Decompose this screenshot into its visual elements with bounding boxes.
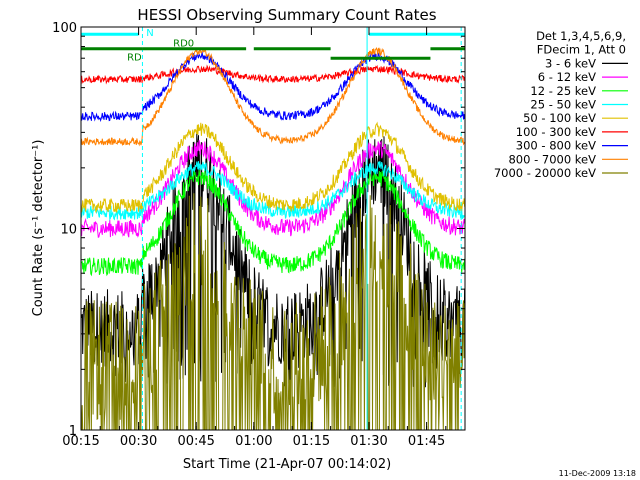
- series-line-3: [80, 161, 465, 222]
- timestamp-footer: 11-Dec-2009 13:18: [559, 469, 636, 478]
- annotation-1: RD: [127, 53, 142, 64]
- series-line-2: [80, 168, 466, 277]
- legend-label-1: 6 - 12 keV: [538, 70, 596, 84]
- legend-label-6: 300 - 800 keV: [516, 139, 596, 153]
- y-tick-label-1: 10: [60, 223, 77, 238]
- legend-label-3: 25 - 50 keV: [530, 98, 596, 112]
- x-tick-label-0: 00:15: [62, 434, 99, 449]
- annotation-0: RD0: [173, 39, 194, 50]
- legend-header-0: Det 1,3,4,5,6,9,: [536, 29, 626, 43]
- series-line-4: [80, 121, 466, 214]
- legend-label-2: 12 - 25 keV: [530, 84, 596, 98]
- legend-label-8: 7000 - 20000 keV: [494, 166, 596, 180]
- legend-label-5: 100 - 300 keV: [516, 125, 596, 139]
- legend-label-4: 50 - 100 keV: [523, 111, 596, 125]
- series-line-7: [80, 46, 466, 147]
- x-tick-label-5: 01:30: [350, 434, 387, 449]
- y-tick-label-2: 100: [52, 21, 77, 36]
- x-tick-label-2: 00:45: [177, 434, 214, 449]
- legend-header-1: FDecim 1, Att 0: [537, 43, 626, 57]
- annotation-2: N: [146, 28, 153, 39]
- series-line-8: [81, 193, 466, 431]
- legend-label-7: 800 - 7000 keV: [508, 152, 596, 166]
- series-line-5: [80, 64, 466, 85]
- y-tick-label-0: 1: [69, 424, 77, 439]
- y-axis-label: Count Rate (s⁻¹ detector⁻¹): [31, 140, 46, 317]
- series-line-1: [80, 140, 466, 238]
- legend: Det 1,3,4,5,6,9,FDecim 1, Att 03 - 6 keV…: [494, 29, 628, 180]
- x-tick-label-3: 01:00: [235, 434, 272, 449]
- legend-label-0: 3 - 6 keV: [545, 56, 596, 70]
- chart-title: HESSI Observing Summary Count Rates: [137, 6, 436, 24]
- series-line-6: [80, 51, 466, 123]
- x-axis: 00:15 00:30 00:45 01:00 01:15 01:30 01:45: [62, 27, 466, 449]
- x-tick-label-6: 01:45: [408, 434, 445, 449]
- series-layer: [80, 46, 466, 431]
- y-axis: 1 10 100: [52, 21, 465, 439]
- overlay-layer: RD0 RD N: [80, 27, 465, 430]
- x-axis-label: Start Time (21-Apr-07 00:14:02): [183, 457, 391, 472]
- x-tick-label-4: 01:15: [293, 434, 330, 449]
- x-tick-label-1: 00:30: [120, 434, 157, 449]
